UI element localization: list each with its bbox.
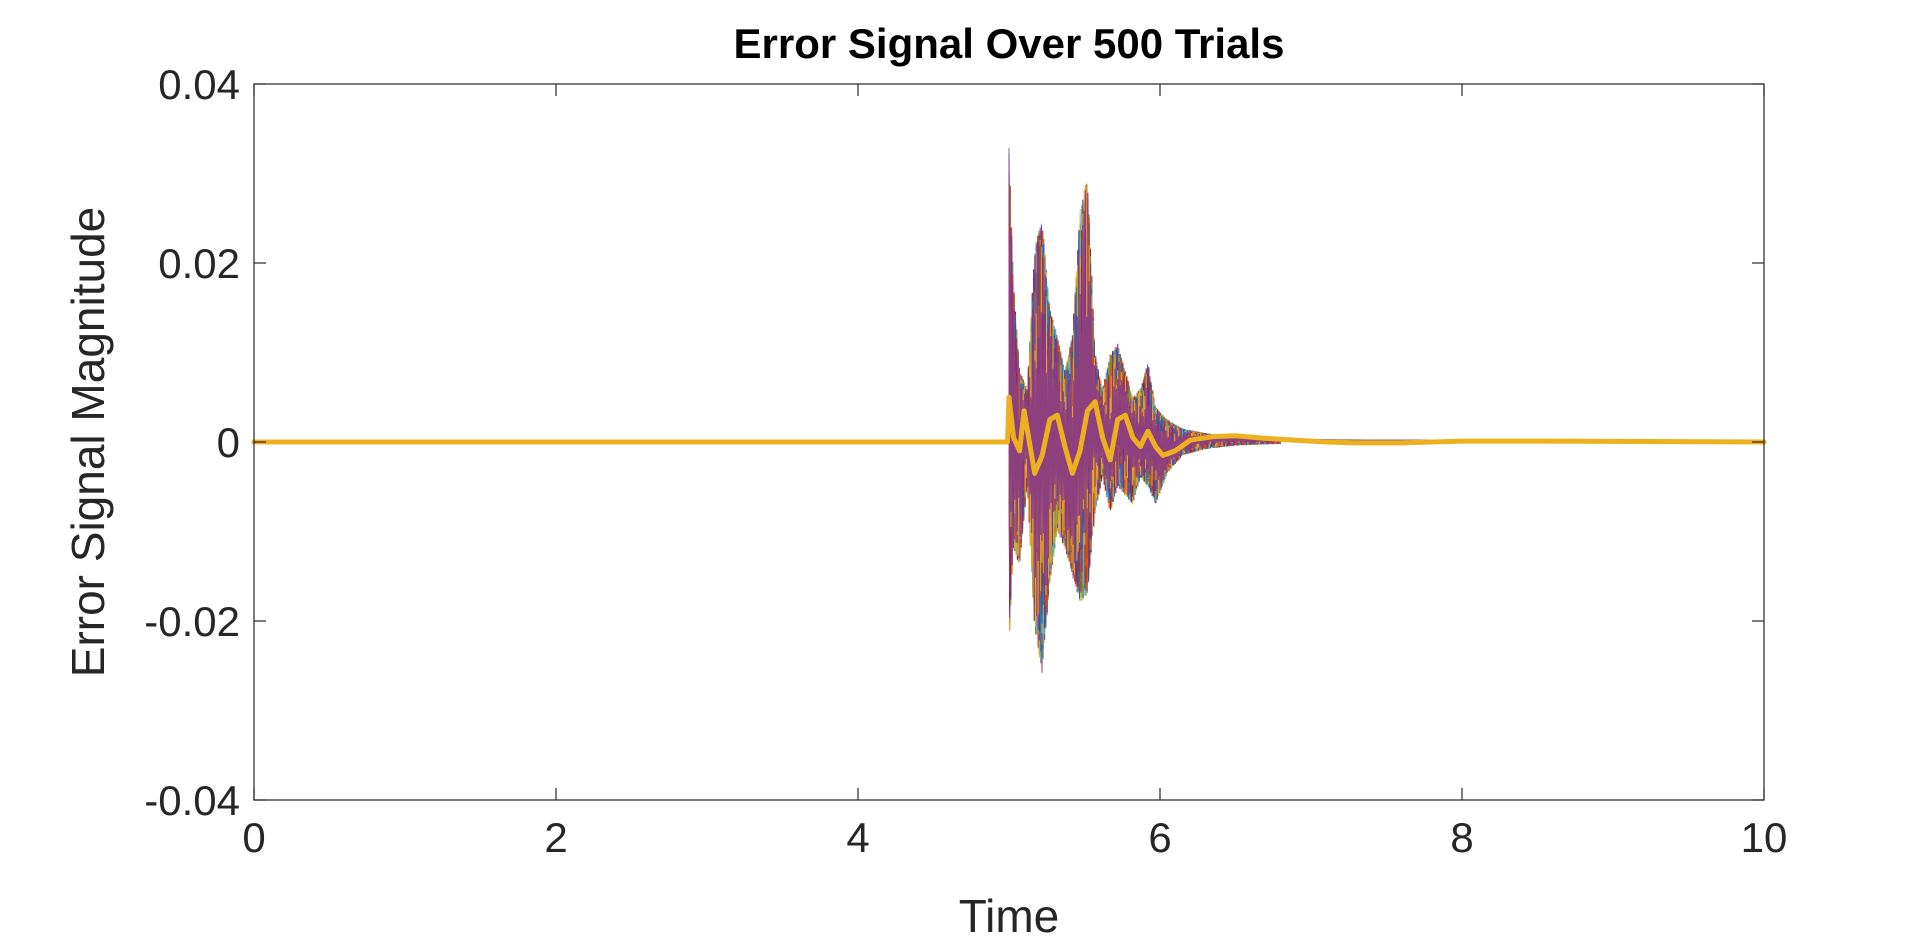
y-tick-label: 0.04	[158, 61, 240, 108]
y-axis-label: Error Signal Magnitude	[62, 207, 114, 677]
x-tick-label: 4	[846, 814, 869, 861]
mean-trace-layer	[251, 394, 1767, 476]
x-tick-label: 6	[1148, 814, 1171, 861]
x-tick-label: 0	[242, 814, 265, 861]
x-tick-label: 8	[1450, 814, 1473, 861]
y-tick-label: 0.02	[158, 240, 240, 287]
y-tick-label: -0.04	[144, 777, 240, 824]
mean-trace	[251, 394, 1767, 476]
x-tick-label: 2	[544, 814, 567, 861]
y-tick-label: -0.02	[144, 598, 240, 645]
x-tick-label: 10	[1741, 814, 1788, 861]
x-axis-label: Time	[959, 890, 1060, 936]
y-axis: -0.04 -0.02 0 0.02 0.04	[144, 61, 1764, 824]
chart-title: Error Signal Over 500 Trials	[734, 20, 1285, 67]
trial-trace	[254, 152, 1765, 629]
y-tick-label: 0	[217, 419, 240, 466]
x-axis: 0 2 4 6 8 10	[242, 84, 1787, 861]
